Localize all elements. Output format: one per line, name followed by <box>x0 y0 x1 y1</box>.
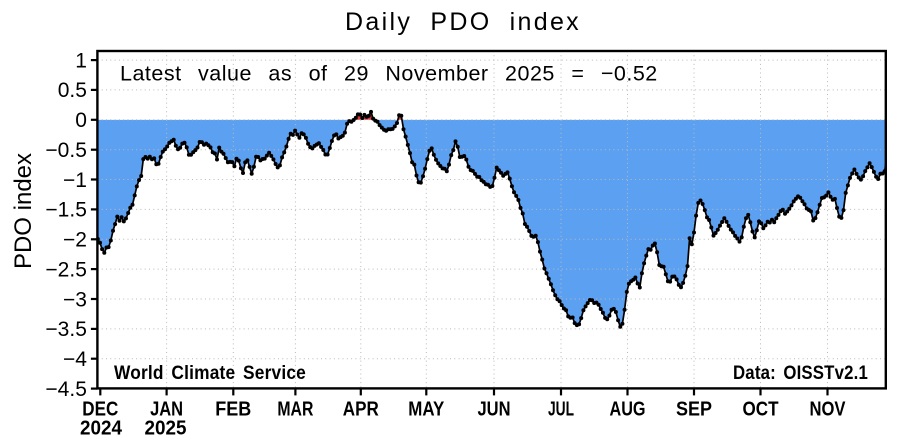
svg-text:−3.5: −3.5 <box>45 318 86 341</box>
svg-text:−2: −2 <box>63 229 87 252</box>
svg-text:JUL: JUL <box>548 398 574 421</box>
svg-text:SEP: SEP <box>676 398 712 421</box>
svg-text:MAY: MAY <box>408 398 444 421</box>
svg-text:NOV: NOV <box>810 398 846 421</box>
svg-text:Latest value as of 29 November: Latest value as of 29 November 2025 = −0… <box>120 62 658 86</box>
svg-text:1: 1 <box>75 49 87 72</box>
svg-text:−4.5: −4.5 <box>45 378 86 401</box>
svg-text:−1: −1 <box>63 169 87 192</box>
svg-text:MAR: MAR <box>277 398 313 421</box>
svg-text:Daily PDO index: Daily PDO index <box>345 8 581 36</box>
svg-text:FEB: FEB <box>215 398 251 421</box>
svg-text:JAN: JAN <box>150 398 183 421</box>
svg-text:OCT: OCT <box>743 398 779 421</box>
svg-text:2025: 2025 <box>145 417 187 440</box>
svg-text:−0.5: −0.5 <box>45 139 86 162</box>
svg-text:−3: −3 <box>63 288 87 311</box>
svg-text:0: 0 <box>75 109 87 132</box>
svg-text:JUN: JUN <box>478 398 511 421</box>
svg-text:2024: 2024 <box>80 417 123 440</box>
svg-text:Data: OISSTv2.1: Data: OISSTv2.1 <box>733 363 868 384</box>
svg-text:−4: −4 <box>63 348 87 371</box>
svg-text:DEC: DEC <box>82 398 118 421</box>
svg-text:−2.5: −2.5 <box>45 258 86 281</box>
svg-text:0.5: 0.5 <box>58 79 87 102</box>
svg-text:PDO index: PDO index <box>10 153 37 269</box>
svg-text:AUG: AUG <box>610 398 646 421</box>
svg-text:−1.5: −1.5 <box>45 199 86 222</box>
svg-text:World Climate Service: World Climate Service <box>114 363 306 384</box>
svg-text:APR: APR <box>343 398 379 421</box>
